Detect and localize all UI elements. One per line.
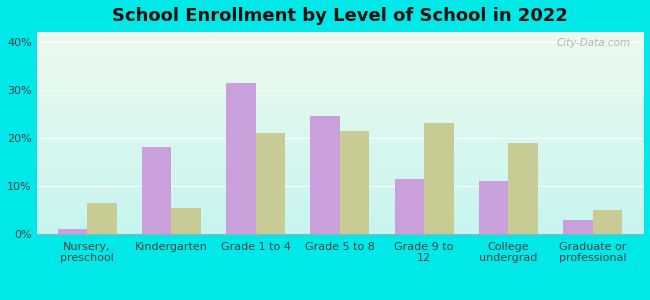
Bar (58, 229, 87, 234)
Bar (310, 116, 340, 234)
Bar (479, 181, 508, 234)
Bar (142, 148, 172, 234)
Text: City-Data.com: City-Data.com (557, 38, 631, 48)
Bar (226, 82, 255, 234)
Bar (563, 220, 593, 234)
Bar (508, 142, 538, 234)
Bar (424, 123, 454, 234)
Bar (87, 203, 116, 234)
Bar (340, 130, 369, 234)
Bar (395, 179, 424, 234)
Bar (255, 133, 285, 234)
Bar (172, 208, 201, 234)
Bar (593, 210, 622, 234)
Title: School Enrollment by Level of School in 2022: School Enrollment by Level of School in … (112, 7, 567, 25)
